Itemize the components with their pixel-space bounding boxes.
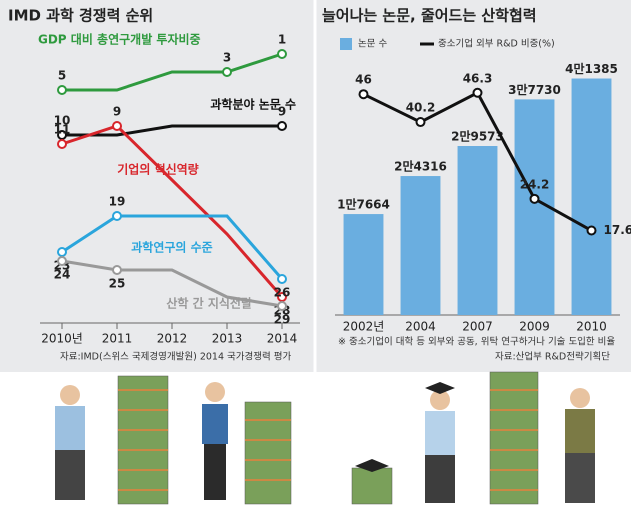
point: [277, 121, 287, 131]
bar: [400, 176, 441, 315]
value-label: 5: [58, 69, 66, 83]
chart-title: 늘어나는 논문, 줄어드는 산학협력: [322, 7, 537, 25]
point: [586, 225, 597, 236]
value-label: 26: [274, 286, 291, 300]
value-label: 29: [274, 313, 291, 327]
value-label: 2만9573: [451, 129, 504, 144]
value-label: 2만4316: [394, 159, 447, 174]
bar: [571, 78, 612, 315]
x-tick-label: 2010년: [41, 332, 83, 346]
value-label: 9: [278, 105, 286, 119]
series-line: [62, 124, 282, 137]
series-line: [61, 124, 284, 298]
x-tick-label: 2013: [212, 332, 243, 346]
note: ※ 중소기업이 대학 등 외부와 공동, 위탁 연구하거나 기술 도입한 비율: [338, 336, 615, 348]
value-label: 40.2: [406, 101, 436, 115]
legend-label: 중소기업 외부 R&D 비중(%): [438, 38, 555, 50]
x-tick-label: 2009: [519, 320, 550, 334]
x-tick-label: 2014: [267, 332, 298, 346]
bar: [457, 146, 498, 315]
value-label: 17.6: [604, 223, 631, 237]
series-label: GDP 대비 총연구개발 투자비중: [38, 32, 201, 47]
point: [415, 117, 426, 128]
value-label: 11: [54, 123, 71, 137]
value-label: 10: [54, 114, 71, 128]
point: [57, 139, 67, 149]
source: 자료:산업부 R&D전략기획단: [495, 351, 610, 363]
series-label: 기업의 혁신역량: [117, 162, 198, 177]
point: [112, 265, 122, 275]
point: [222, 67, 232, 77]
value-label: 46: [355, 73, 372, 87]
point: [277, 274, 287, 284]
x-tick-label: 2011: [102, 332, 133, 346]
value-label: 24: [54, 268, 71, 282]
x-tick-label: 2002년: [343, 320, 385, 334]
point: [112, 211, 122, 221]
value-label: 4만1385: [565, 61, 618, 76]
illustration: [55, 371, 595, 505]
series-line: [62, 52, 283, 92]
point: [57, 247, 67, 257]
value-label: 3만7730: [508, 82, 561, 97]
value-label: 19: [109, 195, 126, 209]
series-label: 과학분야 논문 수: [210, 97, 296, 112]
x-tick-label: 2010: [576, 320, 607, 334]
point: [112, 121, 122, 131]
series-line: [61, 259, 283, 308]
legend-label: 논문 수: [358, 39, 387, 50]
value-label: 24.2: [520, 177, 550, 191]
value-label: 1만7664: [337, 197, 390, 212]
point: [277, 301, 287, 311]
value-label: 25: [109, 277, 126, 291]
series-label: 산학 간 지식전달: [166, 296, 252, 311]
value-label: 1: [278, 33, 286, 47]
point: [358, 89, 369, 100]
point: [57, 85, 67, 95]
chart-title: IMD 과학 경쟁력 순위: [8, 7, 153, 25]
source: 자료:IMD(스위스 국제경영개발원) 2014 국가경쟁력 평가: [60, 351, 292, 363]
x-tick-label: 2004: [405, 320, 436, 334]
point: [277, 49, 287, 59]
point: [529, 193, 540, 204]
series-label: 과학연구의 수준: [131, 240, 212, 255]
bar: [343, 214, 384, 315]
value-label: 46.3: [463, 71, 493, 85]
point: [472, 87, 483, 98]
value-label: 3: [223, 51, 231, 65]
x-tick-label: 2007: [462, 320, 493, 334]
value-label: 9: [113, 105, 121, 119]
x-tick-label: 2012: [157, 332, 188, 346]
point: [57, 256, 67, 266]
series-line: [61, 214, 284, 280]
legend-swatch: [340, 38, 352, 50]
